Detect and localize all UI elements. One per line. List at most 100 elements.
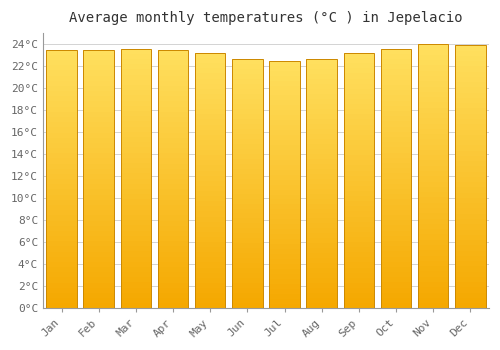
Bar <box>344 181 374 186</box>
Bar <box>195 278 226 283</box>
Bar <box>381 54 411 59</box>
Bar <box>418 118 448 124</box>
Bar <box>270 249 300 254</box>
Bar <box>158 50 188 308</box>
Bar <box>344 176 374 181</box>
Bar <box>270 90 300 96</box>
Bar <box>158 174 188 179</box>
Bar <box>46 236 77 241</box>
Bar <box>344 130 374 135</box>
Bar <box>344 227 374 232</box>
Bar <box>84 122 114 127</box>
Bar <box>195 94 226 99</box>
Bar <box>344 79 374 84</box>
Bar <box>344 288 374 293</box>
Bar <box>158 189 188 195</box>
Bar <box>344 160 374 166</box>
Bar <box>232 273 262 279</box>
Bar <box>232 163 262 168</box>
Bar <box>158 122 188 127</box>
Bar <box>84 205 114 210</box>
Bar <box>120 246 151 251</box>
Bar <box>455 240 486 245</box>
Bar <box>84 163 114 169</box>
Bar <box>46 205 77 210</box>
Bar <box>120 303 151 308</box>
Bar <box>232 194 262 198</box>
Bar <box>195 262 226 268</box>
Bar <box>84 86 114 91</box>
Bar <box>46 148 77 153</box>
Bar <box>195 268 226 273</box>
Bar <box>120 215 151 220</box>
Bar <box>46 189 77 195</box>
Bar <box>84 117 114 122</box>
Bar <box>84 55 114 60</box>
Bar <box>195 53 226 58</box>
Bar <box>418 65 448 71</box>
Bar <box>418 182 448 187</box>
Bar <box>120 272 151 277</box>
Bar <box>455 46 486 51</box>
Bar <box>195 119 226 125</box>
Bar <box>195 247 226 252</box>
Bar <box>158 195 188 200</box>
Bar <box>195 186 226 191</box>
Bar <box>158 220 188 226</box>
Bar <box>120 153 151 158</box>
Bar <box>195 99 226 104</box>
Bar <box>270 269 300 274</box>
Bar <box>46 210 77 215</box>
Bar <box>232 174 262 178</box>
Bar <box>270 254 300 259</box>
Bar <box>344 232 374 237</box>
Bar <box>46 252 77 257</box>
Bar <box>232 168 262 174</box>
Bar <box>120 210 151 215</box>
Bar <box>455 219 486 224</box>
Bar <box>232 144 262 148</box>
Bar <box>158 278 188 282</box>
Bar <box>46 153 77 159</box>
Bar <box>344 262 374 268</box>
Bar <box>455 98 486 103</box>
Bar <box>418 240 448 245</box>
Bar <box>195 206 226 211</box>
Bar <box>120 298 151 303</box>
Bar <box>158 55 188 60</box>
Bar <box>84 231 114 236</box>
Bar <box>344 140 374 145</box>
Bar <box>270 110 300 115</box>
Bar <box>195 298 226 303</box>
Bar <box>46 91 77 96</box>
Bar <box>84 195 114 200</box>
Bar <box>381 116 411 121</box>
Bar <box>418 60 448 65</box>
Bar <box>232 198 262 203</box>
Bar <box>195 217 226 222</box>
Bar <box>381 251 411 257</box>
Bar <box>455 256 486 261</box>
Bar <box>46 257 77 262</box>
Bar <box>46 138 77 143</box>
Bar <box>455 119 486 124</box>
Bar <box>84 267 114 272</box>
Bar <box>158 184 188 189</box>
Bar <box>195 242 226 247</box>
Bar <box>418 44 448 49</box>
Bar <box>270 224 300 229</box>
Bar <box>84 112 114 117</box>
Bar <box>381 293 411 298</box>
Bar <box>381 298 411 303</box>
Bar <box>158 298 188 303</box>
Bar <box>46 50 77 55</box>
Bar <box>418 76 448 81</box>
Bar <box>84 226 114 231</box>
Bar <box>344 273 374 278</box>
Bar <box>270 264 300 269</box>
Bar <box>344 114 374 119</box>
Bar <box>46 282 77 288</box>
Bar <box>232 58 262 64</box>
Bar <box>158 215 188 220</box>
Bar <box>270 175 300 180</box>
